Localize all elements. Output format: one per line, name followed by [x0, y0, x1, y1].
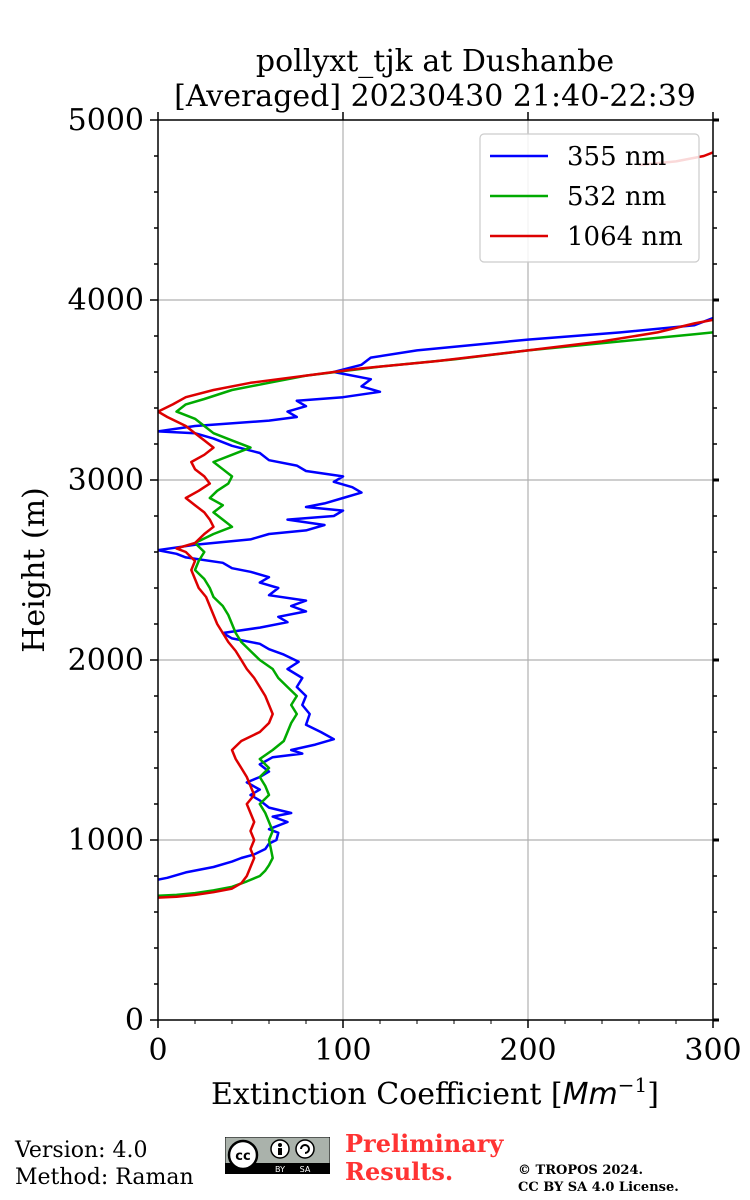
legend-label-355: 355 nm: [567, 142, 666, 172]
plot-frame: [157, 119, 714, 1021]
legend-label-1064: 1064 nm: [567, 222, 683, 252]
series-line-0: [158, 316, 713, 881]
x-tick-label-0: 0: [148, 1033, 167, 1068]
x-tick-label-200: 200: [499, 1033, 556, 1068]
sa-badge-text: SA: [300, 1165, 311, 1174]
version-text: Version: 4.0: [15, 1138, 148, 1163]
y-tick-label-1000: 1000: [68, 823, 144, 858]
y-tick-label-5000: 5000: [68, 103, 144, 138]
method-text: Method: Raman: [15, 1165, 194, 1190]
x-axis-label-unit: Mm: [563, 1077, 618, 1112]
chart-subtitle: [Averaged] 20230430 21:40-22:39: [174, 79, 696, 114]
x-axis-label-exponent: −1: [618, 1073, 647, 1097]
legend: 355 nm 532 nm 1064 nm: [479, 133, 700, 263]
legend-box: [479, 133, 700, 263]
by-badge-text: BY: [275, 1165, 285, 1174]
x-tick-label-300: 300: [684, 1033, 741, 1068]
cc-by-sa-icon: cc BY SA: [225, 1137, 330, 1174]
y-tick-label-2000: 2000: [68, 643, 144, 678]
copyright-line2: CC BY SA 4.0 License.: [518, 1180, 679, 1195]
preliminary-label-line2: Results.: [345, 1157, 454, 1186]
extinction-profile-chart: pollyxt_tjk at Dushanbe [Averaged] 20230…: [17, 44, 742, 1112]
y-tick-label-4000: 4000: [68, 283, 144, 318]
y-tick-label-3000: 3000: [68, 463, 144, 498]
series-line-2: [158, 318, 713, 899]
x-axis-label: Extinction Coefficient [Mm−1]: [211, 1073, 659, 1112]
y-tick-label-0: 0: [125, 1003, 144, 1038]
chart-title: pollyxt_tjk at Dushanbe: [256, 44, 614, 79]
series-lines: [158, 151, 713, 899]
axis-ticks: [150, 112, 719, 1028]
x-axis-label-end: ]: [647, 1077, 659, 1112]
x-axis-label-text: Extinction Coefficient [: [211, 1077, 563, 1112]
x-tick-label-100: 100: [314, 1033, 371, 1068]
legend-label-532: 532 nm: [567, 182, 666, 212]
copyright-line1: © TROPOS 2024.: [518, 1163, 644, 1178]
y-axis-label: Height (m): [17, 487, 52, 652]
preliminary-label-line1: Preliminary: [345, 1129, 504, 1158]
series-line-1: [158, 331, 713, 898]
cc-badge-text: cc: [235, 1149, 250, 1164]
grid-lines: [158, 120, 713, 1020]
